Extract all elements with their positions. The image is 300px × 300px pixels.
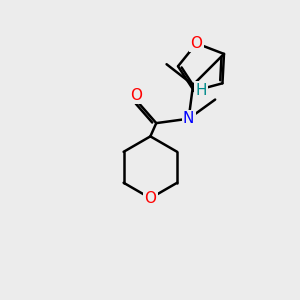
Text: O: O [190, 36, 202, 51]
Text: H: H [196, 82, 207, 98]
Text: O: O [130, 88, 142, 103]
Text: O: O [144, 191, 156, 206]
Text: N: N [183, 111, 194, 126]
